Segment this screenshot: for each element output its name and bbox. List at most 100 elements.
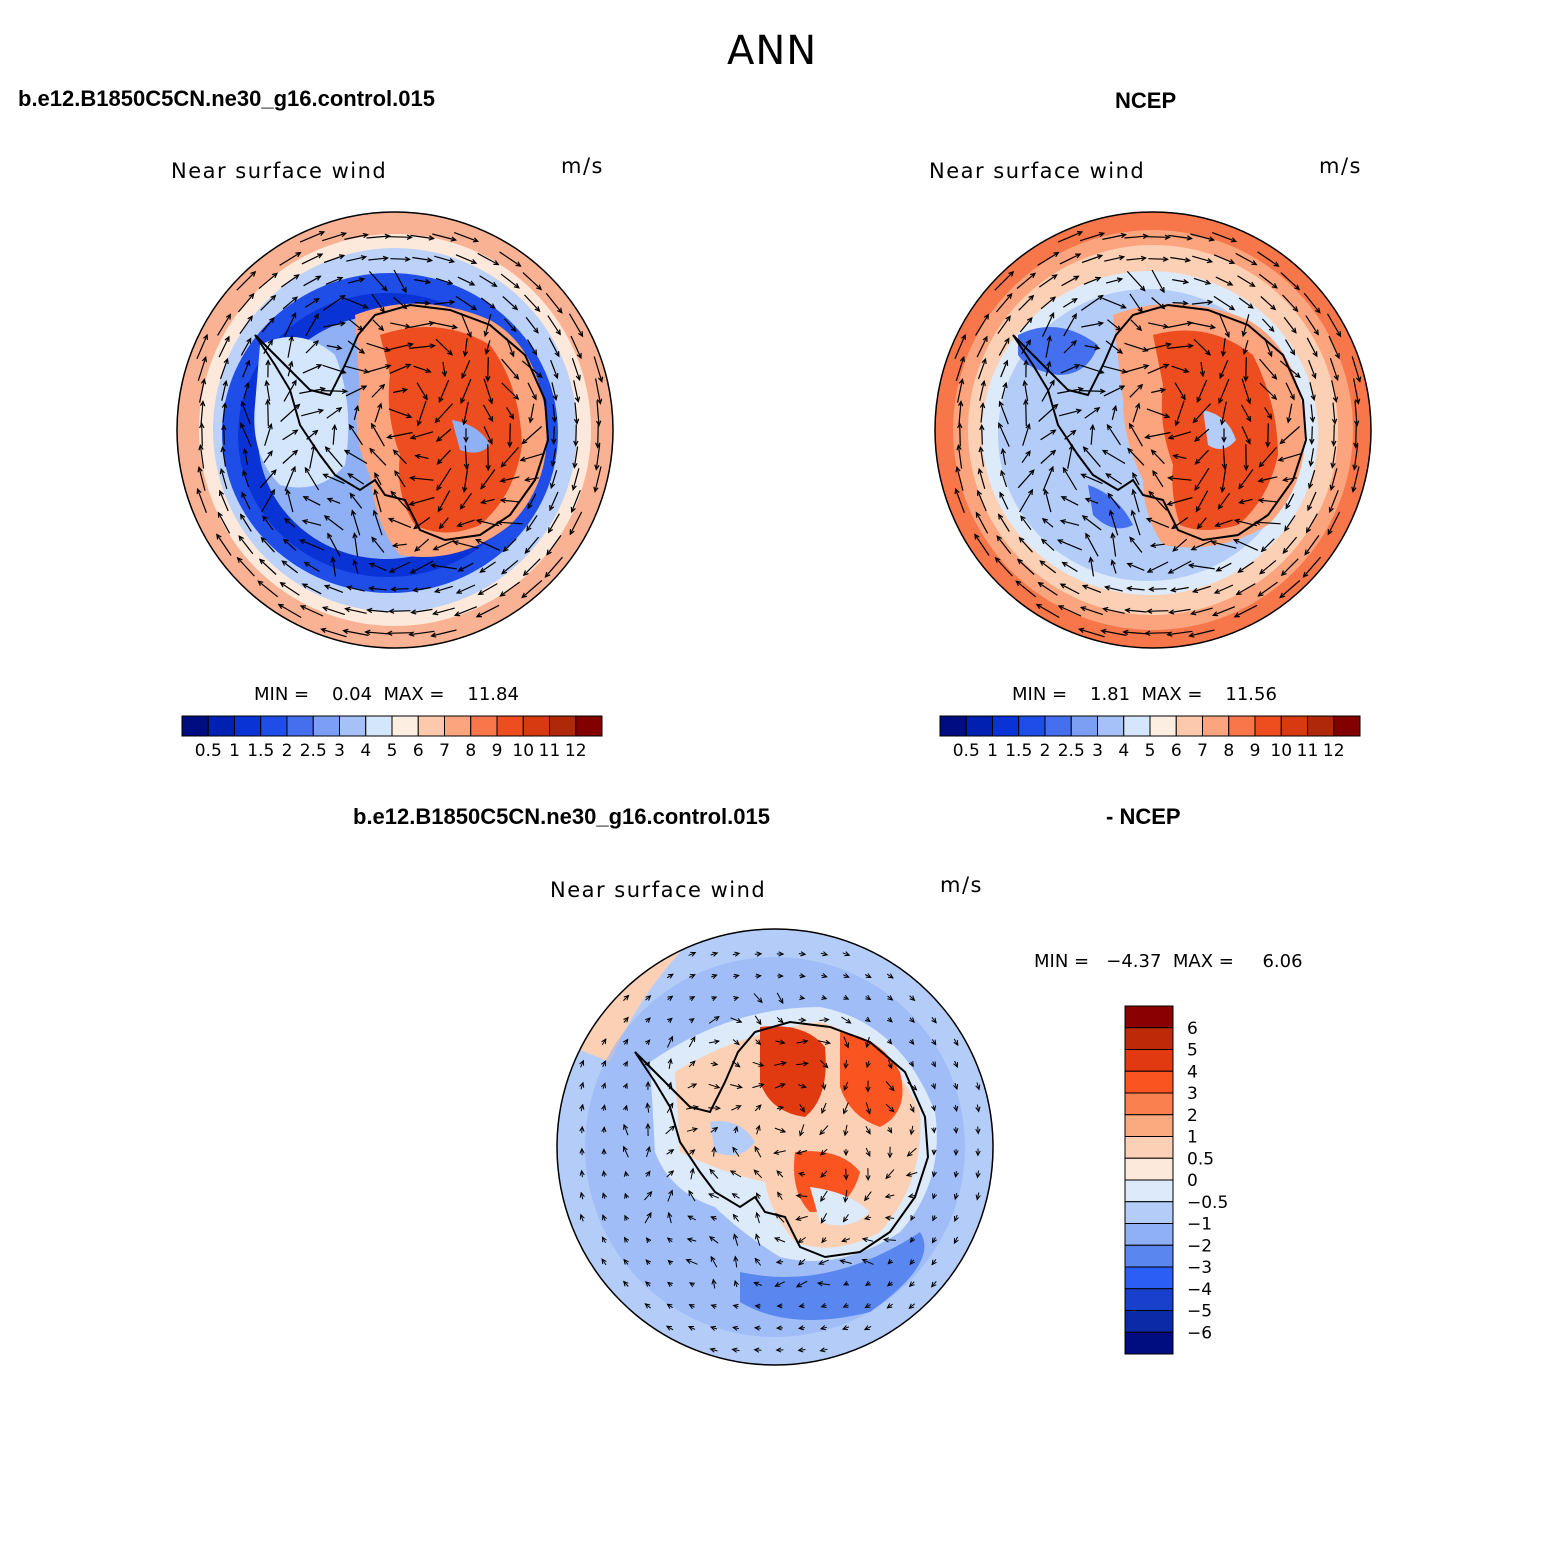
- colorbar-model-tick-label: 8: [465, 741, 476, 761]
- colorbar-obs-swatch: [1175, 715, 1203, 737]
- colorbar-model-swatch: [286, 715, 314, 737]
- colorbar-diff-swatch: [1124, 1244, 1174, 1268]
- colorbar-diff-tick-label: −1: [1187, 1215, 1212, 1235]
- colorbar-obs-swatch: [1254, 715, 1282, 737]
- colorbar-model-tick-label: 12: [565, 741, 587, 761]
- colorbar-obs-swatch: [1070, 715, 1098, 737]
- colorbar-obs-tick-label: 1.5: [1005, 741, 1032, 761]
- colorbar-diff-tick-label: 0.5: [1187, 1149, 1214, 1169]
- colorbar-model-tick-label: 11: [539, 741, 561, 761]
- colorbar-model-tick-label: 4: [360, 741, 371, 761]
- case-title-diff-right: - NCEP: [1106, 804, 1181, 829]
- colorbar-model-swatch: [417, 715, 445, 737]
- colorbar-obs-tick-label: 8: [1223, 741, 1234, 761]
- case-title-diff-left: b.e12.B1850C5CN.ne30_g16.control.015: [353, 804, 770, 829]
- colorbar-model-tick-label: 9: [492, 741, 503, 761]
- colorbar-model-swatch: [496, 715, 524, 737]
- colorbar-diff-swatch: [1124, 1201, 1174, 1224]
- colorbar-diff-swatch: [1124, 1092, 1174, 1116]
- stats-obs: MIN = 1.81 MAX = 11.56: [1012, 684, 1277, 705]
- colorbar-model-swatch: [391, 715, 419, 737]
- colorbar-model-tick-label: 2: [282, 741, 293, 761]
- colorbar-model-swatch: [181, 715, 209, 737]
- colorbar-diff-tick-label: −4: [1187, 1280, 1212, 1300]
- colorbar-model-swatch: [339, 715, 367, 737]
- colorbar-obs-tick-label: 7: [1197, 741, 1208, 761]
- colorbar-obs-tick-label: 10: [1270, 741, 1292, 761]
- colorbar-model-swatch: [549, 715, 577, 737]
- colorbar-diff-tick-label: −2: [1187, 1236, 1212, 1256]
- colorbar-model-tick-label: 0.5: [195, 741, 222, 761]
- colorbar-diff-tick-label: 1: [1187, 1128, 1198, 1148]
- colorbar-model-tick-label: 2.5: [300, 741, 327, 761]
- colorbar-model-tick-label: 1.5: [247, 741, 274, 761]
- colorbar-diff-tick-label: 4: [1187, 1062, 1198, 1082]
- colorbar-obs-tick-label: 11: [1297, 741, 1319, 761]
- colorbar-diff-swatch: [1124, 1288, 1174, 1311]
- colorbar-model-swatch: [260, 715, 288, 737]
- colorbar-obs-tick-label: 6: [1171, 741, 1182, 761]
- colorbar-obs-swatch: [1228, 715, 1256, 737]
- colorbar-obs-tick-label: 4: [1118, 741, 1129, 761]
- colorbar-model-tick-label: 7: [439, 741, 450, 761]
- colorbar-diff-tick-label: 0: [1187, 1171, 1198, 1191]
- colorbar-model-swatch: [365, 715, 393, 737]
- colorbar-diff-swatch: [1124, 1005, 1174, 1029]
- colorbar-diff-swatch: [1124, 1179, 1174, 1203]
- colorbar-model-swatch: [207, 715, 235, 737]
- colorbar-obs-swatch: [965, 715, 993, 737]
- colorbar-obs-tick-label: 1: [987, 741, 998, 761]
- colorbar-model-tick-label: 6: [413, 741, 424, 761]
- colorbar-obs-swatch: [1097, 715, 1125, 737]
- units-label-obs: m/s: [1319, 154, 1362, 178]
- colorbar-model-swatch: [234, 715, 262, 737]
- colorbar-model-tick-label: 1: [229, 741, 240, 761]
- colorbar-obs-swatch: [1149, 715, 1177, 737]
- colorbar-diff-swatch: [1124, 1266, 1174, 1290]
- case-title-model: b.e12.B1850C5CN.ne30_g16.control.015: [18, 86, 435, 111]
- colorbar-obs-swatch: [1280, 715, 1308, 737]
- stats-model: MIN = 0.04 MAX = 11.84: [254, 684, 519, 705]
- units-label-diff: m/s: [940, 873, 983, 897]
- colorbar-obs-swatch: [1123, 715, 1151, 737]
- colorbar-diff-swatch: [1124, 1114, 1174, 1137]
- units-label-model: m/s: [561, 154, 604, 178]
- colorbar-obs-swatch: [1333, 715, 1361, 737]
- map-obs: [934, 211, 1372, 649]
- variable-label-obs: Near surface wind: [929, 159, 1146, 183]
- colorbar-diff-tick-label: −6: [1187, 1323, 1212, 1343]
- colorbar-model-tick-label: 3: [334, 741, 345, 761]
- colorbar-obs-swatch: [1307, 715, 1335, 737]
- colorbar-diff-swatch: [1124, 1136, 1174, 1159]
- colorbar-model-swatch: [575, 715, 603, 737]
- wind-vectors-obs: [954, 231, 1362, 638]
- colorbar-model-swatch: [444, 715, 472, 737]
- colorbar-obs-tick-label: 9: [1250, 741, 1261, 761]
- colorbar-diff-tick-label: 2: [1187, 1106, 1198, 1126]
- colorbar-obs-tick-label: 2.5: [1058, 741, 1085, 761]
- colorbar-obs-swatch: [939, 715, 967, 737]
- case-title-obs: NCEP: [1115, 88, 1177, 113]
- colorbar-obs-tick-label: 12: [1323, 741, 1345, 761]
- map-diff: [556, 928, 994, 1366]
- colorbar-obs-swatch: [1018, 715, 1046, 737]
- colorbar-diff-swatch: [1124, 1331, 1174, 1355]
- colorbar-diff-swatch: [1124, 1027, 1174, 1050]
- colorbar-obs-swatch: [1202, 715, 1230, 737]
- colorbar-obs-tick-label: 2: [1040, 741, 1051, 761]
- map-model: [176, 211, 614, 649]
- colorbar-diff-tick-label: −0.5: [1187, 1193, 1228, 1213]
- colorbar-diff-swatch: [1124, 1070, 1174, 1094]
- colorbar-diff-tick-label: −3: [1187, 1258, 1212, 1278]
- wind-vectors-diff: [579, 951, 981, 1353]
- colorbar-diff-swatch: [1124, 1049, 1174, 1072]
- colorbar-diff-swatch: [1124, 1223, 1174, 1246]
- variable-label-diff: Near surface wind: [550, 878, 767, 902]
- colorbar-model-swatch: [470, 715, 498, 737]
- colorbar-model-swatch: [522, 715, 550, 737]
- colorbar-obs-tick-label: 3: [1092, 741, 1103, 761]
- stats-diff: MIN = −4.37 MAX = 6.06: [1034, 951, 1303, 972]
- colorbar-model-tick-label: 10: [512, 741, 534, 761]
- colorbar-diff-tick-label: 5: [1187, 1041, 1198, 1061]
- colorbar-obs-swatch: [1044, 715, 1072, 737]
